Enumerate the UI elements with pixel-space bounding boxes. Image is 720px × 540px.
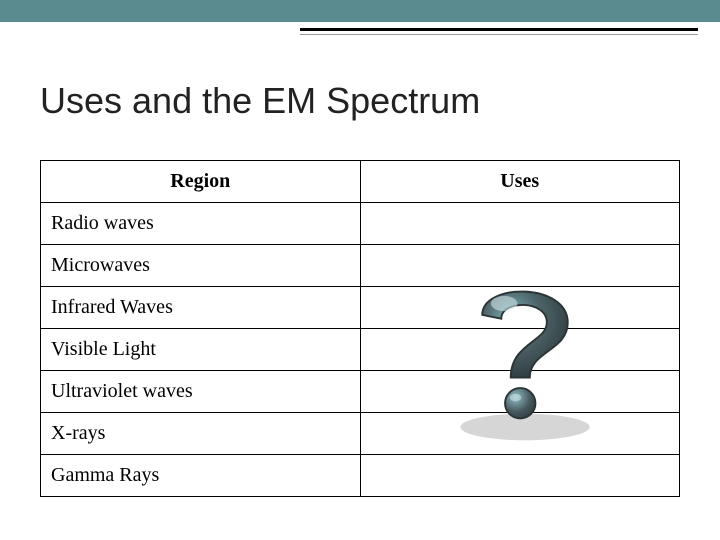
slide-title: Uses and the EM Spectrum	[40, 80, 480, 122]
cell-uses	[360, 245, 680, 287]
table-row: Visible Light	[41, 329, 680, 371]
cell-uses	[360, 287, 680, 329]
col-header-region: Region	[41, 161, 361, 203]
cell-uses	[360, 371, 680, 413]
cell-region: Visible Light	[41, 329, 361, 371]
cell-region: Infrared Waves	[41, 287, 361, 329]
cell-uses	[360, 455, 680, 497]
cell-uses	[360, 203, 680, 245]
top-color-band	[0, 0, 720, 22]
table-row: Infrared Waves	[41, 287, 680, 329]
cell-region: X-rays	[41, 413, 361, 455]
table-row: Ultraviolet waves	[41, 371, 680, 413]
header-rule-lines	[300, 28, 698, 35]
table-row: Microwaves	[41, 245, 680, 287]
cell-region: Ultraviolet waves	[41, 371, 361, 413]
table-row: X-rays	[41, 413, 680, 455]
cell-region: Microwaves	[41, 245, 361, 287]
col-header-uses: Uses	[360, 161, 680, 203]
cell-uses	[360, 413, 680, 455]
cell-uses	[360, 329, 680, 371]
table-header-row: Region Uses	[41, 161, 680, 203]
table-row: Radio waves	[41, 203, 680, 245]
cell-region: Gamma Rays	[41, 455, 361, 497]
table-row: Gamma Rays	[41, 455, 680, 497]
spectrum-table: Region Uses Radio waves Microwaves Infra…	[40, 160, 680, 497]
cell-region: Radio waves	[41, 203, 361, 245]
